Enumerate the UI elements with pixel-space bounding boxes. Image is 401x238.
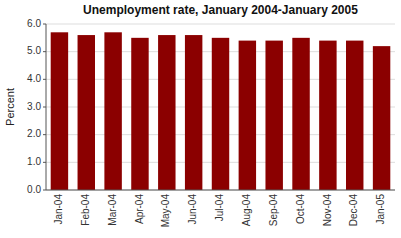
x-tick-label: Mar-04	[107, 194, 118, 226]
y-tick-label: 2.0	[27, 128, 41, 139]
bar	[158, 35, 175, 190]
grid	[46, 24, 395, 190]
x-tick-label: Aug-04	[241, 194, 252, 227]
bar	[131, 38, 148, 190]
y-axis-label: Percent	[4, 88, 16, 126]
bar	[346, 41, 363, 190]
x-tick-label: Feb-04	[80, 194, 91, 226]
x-tick-label: Jun-04	[187, 194, 198, 225]
bar	[104, 32, 121, 190]
x-tick-label: Apr-04	[134, 194, 145, 224]
bar	[51, 32, 68, 190]
x-tick-label: Sep-04	[268, 194, 279, 227]
grid-line	[46, 24, 395, 25]
x-tick-label: Jan-04	[53, 194, 64, 225]
y-tick-label: 3.0	[27, 101, 41, 112]
bars	[51, 32, 391, 190]
x-tick-label: May-04	[160, 194, 171, 228]
chart-svg: 0.0 1.0 2.0 3.0 4.0 5.0 6.0 Jan-04 Feb-04 Mar-04 A…	[0, 0, 401, 238]
bar	[265, 41, 282, 190]
y-axis: 0.0 1.0 2.0 3.0 4.0 5.0 6.0	[27, 18, 46, 195]
x-tick-label: Dec-04	[348, 194, 359, 227]
x-tick-label: Nov-04	[322, 194, 333, 227]
x-tick-label: Oct-04	[295, 194, 306, 224]
bar	[319, 41, 336, 190]
x-tick-label: Jul-04	[214, 194, 225, 222]
grid-line	[46, 190, 395, 191]
bar	[185, 35, 202, 190]
bar	[212, 38, 229, 190]
chart-title: Unemployment rate, January 2004-January …	[83, 3, 358, 17]
y-tick-label: 0.0	[27, 184, 41, 195]
y-tick-label: 1.0	[27, 156, 41, 167]
y-tick-label: 4.0	[27, 73, 41, 84]
x-axis: Jan-04 Feb-04 Mar-04 Apr-04 May-04 Jun-04 Jul-…	[53, 194, 386, 228]
x-axis-line	[46, 190, 395, 191]
x-tick-label: Jan-05	[375, 194, 386, 225]
chart-container: 0.0 1.0 2.0 3.0 4.0 5.0 6.0 Jan-04 Feb-04 Mar-04 A…	[0, 0, 401, 238]
bar	[239, 41, 256, 190]
y-tick-label: 6.0	[27, 18, 41, 29]
y-axis-line	[46, 24, 47, 190]
bar	[373, 46, 390, 190]
bar	[78, 35, 95, 190]
bar	[292, 38, 309, 190]
y-tick-label: 5.0	[27, 45, 41, 56]
